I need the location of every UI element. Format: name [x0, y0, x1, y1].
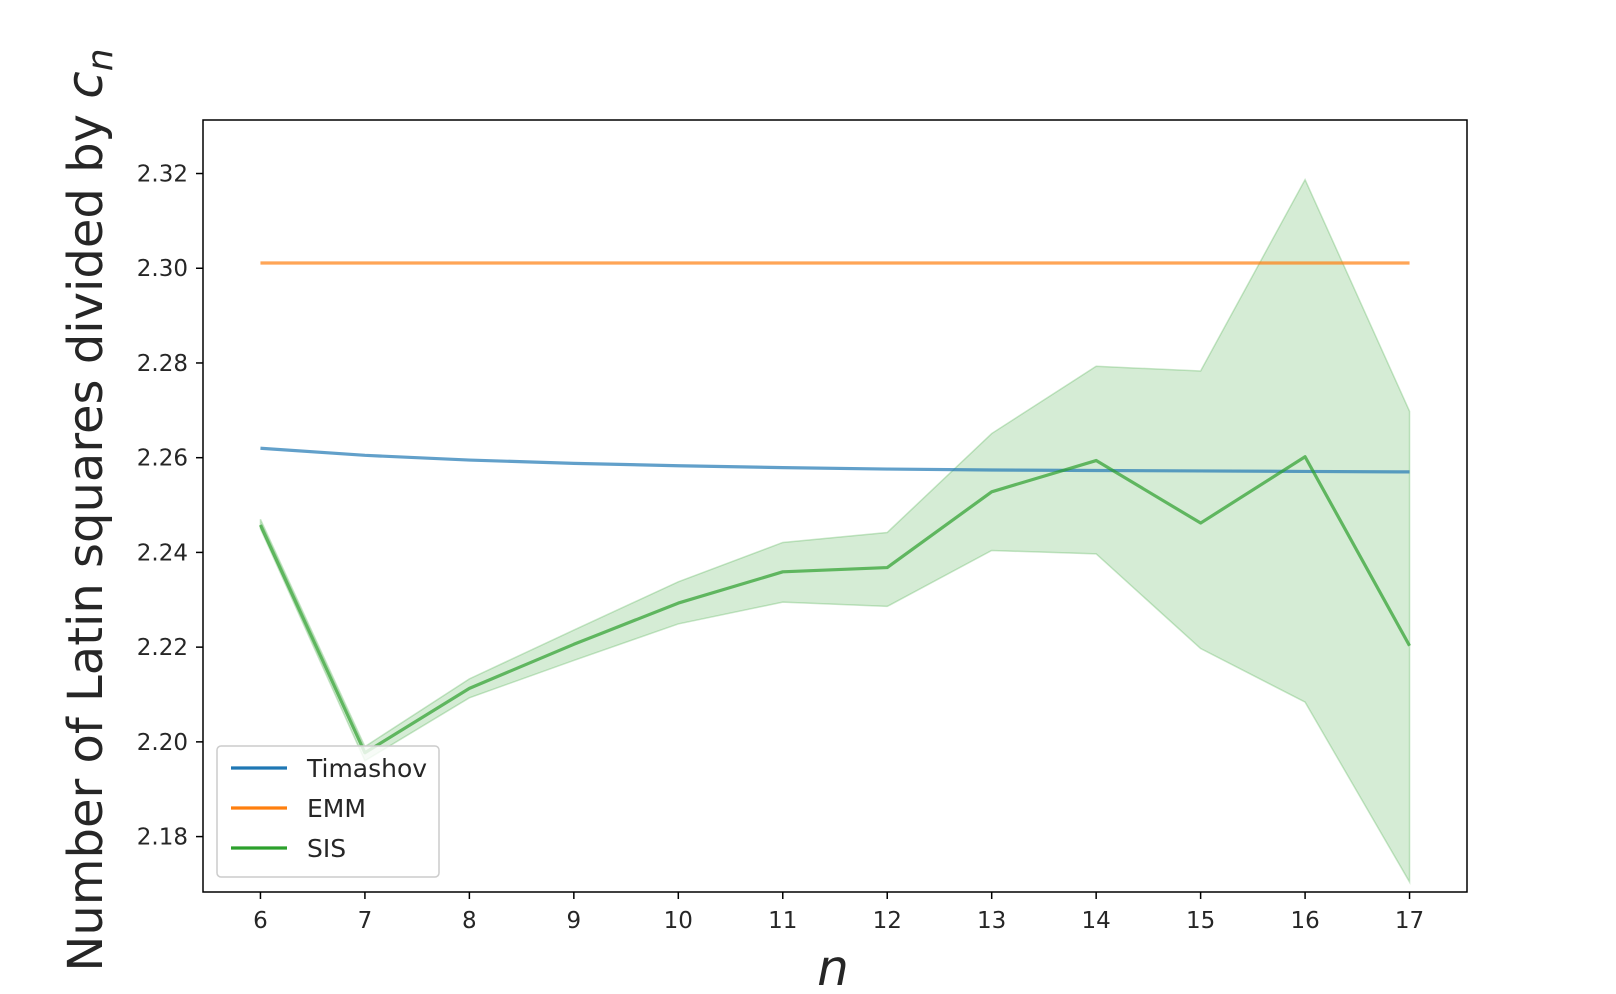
y-tick-label: 2.24: [137, 540, 188, 566]
x-axis-label: n: [817, 939, 849, 994]
y-tick-label: 2.26: [137, 446, 188, 472]
x-tick-label: 7: [358, 908, 373, 934]
legend: Timashov EMM SIS: [216, 745, 440, 878]
series-lines: [258, 261, 1411, 755]
x-tick-label: 14: [1082, 908, 1111, 934]
y-axis-label-text: Number of Latin squares divided by: [58, 99, 114, 972]
confidence-band-sis: [259, 177, 1411, 885]
legend-label-emm: EMM: [307, 794, 366, 823]
y-tick-label: 2.32: [137, 162, 188, 188]
x-tick-label: 17: [1395, 908, 1424, 934]
y-axis-label-math: c: [56, 71, 114, 99]
x-tick-label: 13: [977, 908, 1006, 934]
x-tick-label: 8: [462, 908, 477, 934]
plot-frame: [202, 119, 1468, 893]
legend-box: [216, 745, 440, 878]
series-line-sis: [258, 455, 1411, 755]
y-tick-label: 2.18: [137, 825, 188, 851]
x-tick-label: 9: [567, 908, 582, 934]
confidence-bands: [259, 177, 1411, 885]
x-tick-label: 11: [768, 908, 797, 934]
y-axis: 2.18 2.20 2.22 2.24 2.26 2.28 2.30 2.32: [137, 162, 203, 851]
y-tick-label: 2.22: [137, 635, 188, 661]
y-tick-label: 2.20: [137, 730, 188, 756]
legend-label-timashov: Timashov: [306, 754, 427, 783]
y-axis-label: Number of Latin squares divided by cn: [56, 48, 121, 971]
x-tick-label: 6: [253, 908, 268, 934]
y-axis-label-subscript: n: [80, 48, 121, 71]
y-tick-label: 2.30: [137, 256, 188, 282]
x-tick-label: 16: [1290, 908, 1319, 934]
x-axis: 6 7 8 9 10 11 12 13 14 15 16 17: [253, 892, 1424, 934]
series-line-timashov: [260, 446, 1410, 474]
y-tick-label: 2.28: [137, 351, 188, 377]
x-tick-label: 10: [664, 908, 693, 934]
legend-label-sis: SIS: [307, 834, 346, 863]
x-tick-label: 12: [873, 908, 902, 934]
x-tick-label: 15: [1186, 908, 1215, 934]
